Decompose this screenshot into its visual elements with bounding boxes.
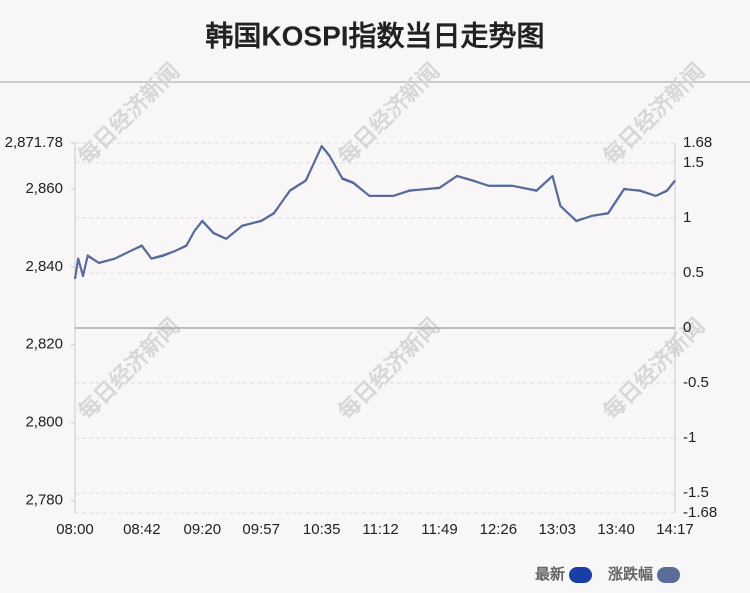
series-line: [74, 145, 676, 280]
legend-label: 涨跌幅: [608, 565, 653, 583]
watermark: 每日经济新闻: [73, 58, 184, 169]
y2-tick-label: -0.5: [683, 374, 709, 391]
x-tick-label: 11:12: [362, 521, 398, 538]
legend-swatch: [657, 567, 681, 583]
watermark: 每日经济新闻: [598, 58, 709, 169]
y2-tick-label: 0: [683, 319, 691, 336]
x-tick-label: 12:26: [480, 521, 518, 538]
y2-tick-label: 1.5: [683, 154, 704, 171]
y2-tick-label: -1.68: [683, 504, 717, 521]
x-tick-label: 09:57: [242, 521, 280, 538]
x-tick-label: 10:35: [303, 521, 341, 538]
y2-tick-label: -1: [683, 429, 696, 446]
watermark: 每日经济新闻: [73, 313, 184, 424]
series-line: [74, 145, 676, 279]
x-tick-label: 11:49: [421, 521, 457, 538]
y2-tick-label: 0.5: [683, 264, 704, 281]
watermark: 每日经济新闻: [598, 313, 709, 424]
x-tick-label: 13:40: [597, 521, 635, 538]
chart-title: 韩国KOSPI指数当日走势图: [205, 20, 544, 51]
x-tick-label: 08:42: [123, 521, 161, 538]
legend-label: 最新: [535, 565, 565, 583]
legend-swatch: [569, 567, 593, 583]
x-tick-label: 09:20: [184, 521, 222, 538]
y-tick-label: 2,840: [25, 258, 63, 275]
x-tick-label: 14:17: [656, 521, 694, 538]
y-tick-label: 2,820: [25, 336, 63, 353]
watermark: 每日经济新闻: [333, 313, 444, 424]
y-tick-label: 2,871.78: [5, 134, 63, 151]
x-tick-label: 08:00: [56, 521, 94, 538]
y-tick-label: 2,800: [25, 414, 63, 431]
y-tick-label: 2,780: [25, 492, 63, 509]
watermark: 每日经济新闻: [333, 58, 444, 169]
y2-tick-label: 1.68: [683, 134, 712, 151]
y2-tick-label: -1.5: [683, 484, 709, 501]
y-tick-label: 2,860: [25, 180, 63, 197]
y2-tick-label: 1: [683, 209, 691, 226]
x-tick-label: 13:03: [538, 521, 576, 538]
